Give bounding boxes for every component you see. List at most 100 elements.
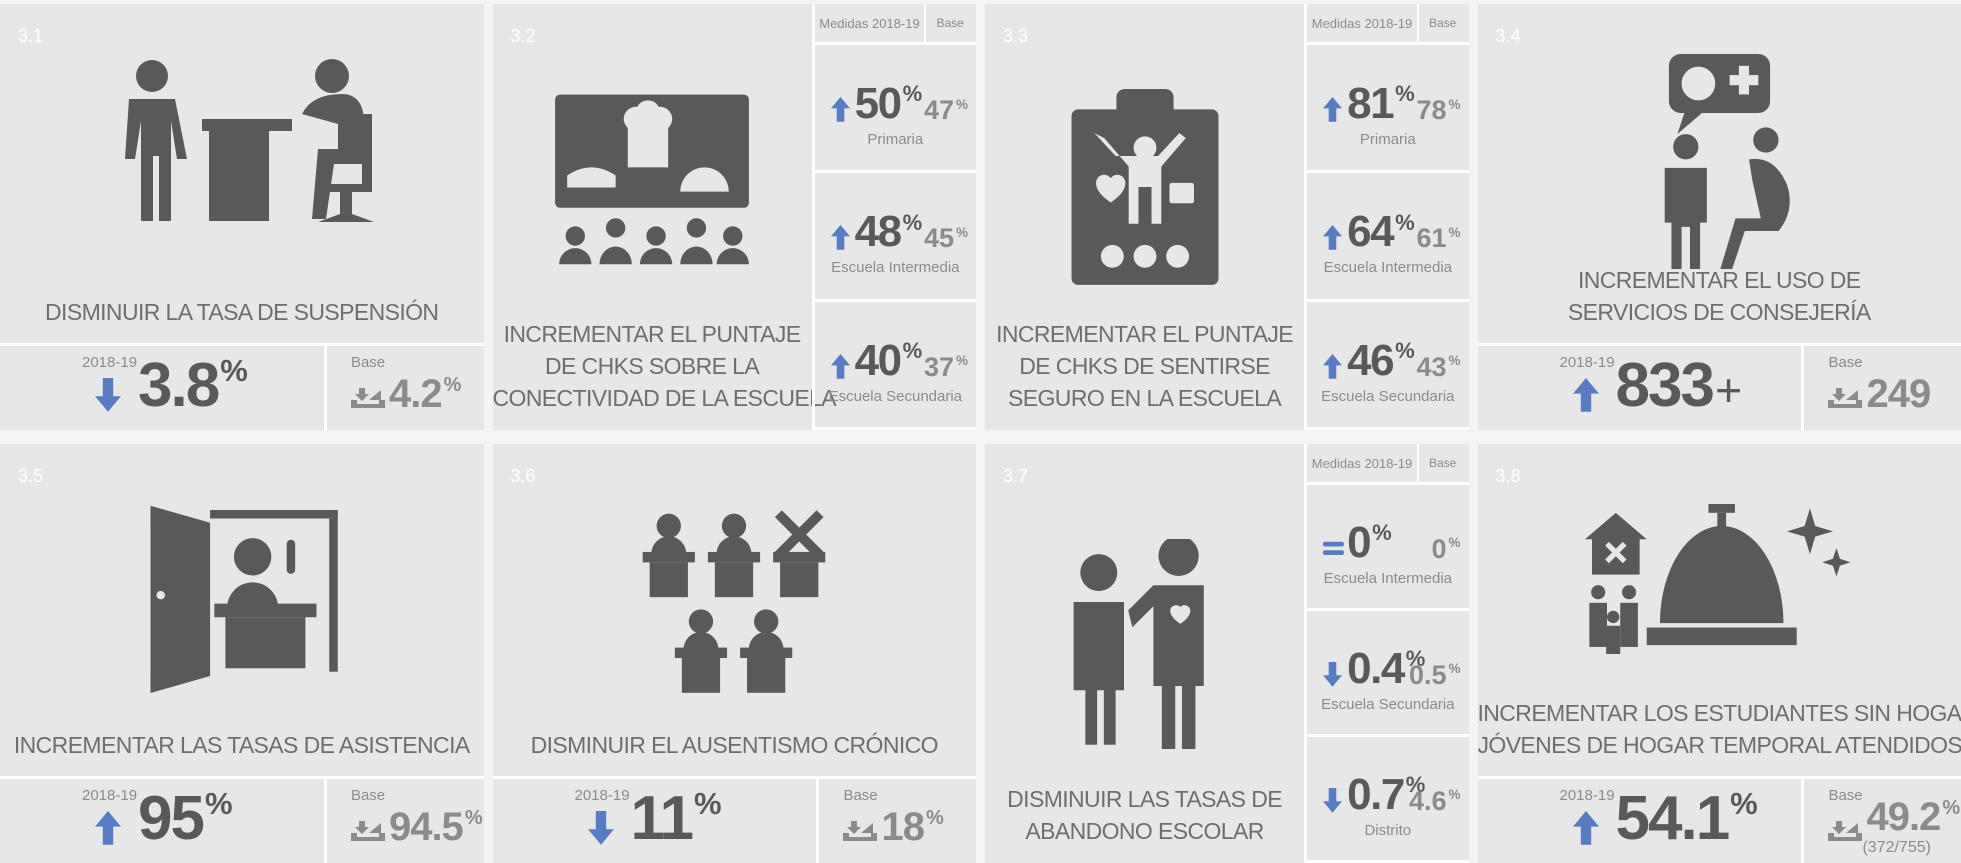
row-value-number: 0.4 (1347, 644, 1405, 693)
trend-arrow (1323, 97, 1343, 122)
row-value-number: 46 (1347, 335, 1394, 385)
measure-row: 48% 45% Escuela Intermedia (814, 173, 976, 302)
measures-panel: Medidas 2018-19 Base 0% 0% Escuela Intermedi… (1304, 444, 1469, 863)
row-base-unit: % (955, 96, 968, 112)
row-level: Escuela Intermedia (831, 259, 960, 277)
row-base: 45% (924, 223, 968, 254)
card-number: 3.5 (18, 466, 44, 486)
trend-arrow-shape (1323, 353, 1343, 379)
current-metric: 2018-19 11% (493, 779, 817, 863)
icon-shape (1585, 504, 1851, 654)
card-title: INCREMENTAR EL USO DE SERVICIOS DE CONSEJ… (1478, 264, 1961, 328)
base-value-number: 4.2 (388, 372, 443, 416)
row-level: Escuela Intermedia (1323, 570, 1453, 587)
row-base-number: 78 (1416, 95, 1447, 126)
current-label: 2018-19 (82, 787, 138, 804)
trend-arrow-shape (830, 97, 850, 122)
row-value-unit: % (902, 338, 923, 363)
card-title: DISMINUIR EL AUSENTISMO CRÓNICO (493, 729, 977, 761)
icon-shape (124, 59, 374, 222)
row-base: 0.5% (1409, 660, 1461, 691)
row-value-number: 81 (1347, 79, 1394, 129)
icon-shape (1664, 54, 1790, 269)
measures-header: Medidas 2018-19 (815, 4, 927, 42)
footer: 2018-19 95% Base 94.5% (0, 776, 484, 863)
row-value: 46% (1347, 336, 1415, 386)
row-base-unit: % (1448, 535, 1461, 551)
icon (555, 94, 749, 265)
icon-shape (150, 505, 338, 693)
title-line: DISMINUIR LA TASA DE SUSPENSIÓN (45, 299, 439, 325)
trend-arrow-shape (830, 353, 850, 379)
measure-row: 0% 0% Escuela Intermedia (1307, 485, 1469, 611)
current-label: 2018-19 (82, 354, 138, 371)
row-value-number: 50 (854, 79, 902, 129)
base-icon-shape (368, 390, 381, 400)
base-icon-shape (354, 388, 369, 401)
icon (150, 505, 338, 693)
card-number: 3.6 (510, 466, 536, 486)
current-value: 95% (138, 783, 233, 854)
icon (124, 59, 374, 222)
trend-arrow (1323, 662, 1343, 687)
card: 3.2 INCREMENTAR EL PUNTAJE DE CHKS SOBRE L… (492, 4, 976, 430)
icon-shape (1071, 89, 1219, 285)
base-value-number: 94.5 (388, 805, 464, 849)
base-icon-shape (847, 821, 862, 834)
base-icon-shape (1846, 823, 1859, 833)
title-line: DISMINUIR LAS TASAS DE (1007, 786, 1282, 812)
title-line: DE CHKS SOBRE LA (545, 353, 760, 379)
title-line: INCREMENTAR EL USO DE (1577, 267, 1861, 293)
footer: 2018-19 3.8% Base 4.2% (0, 343, 484, 430)
icon-shape (643, 510, 826, 693)
trend-arrow-shape (95, 811, 121, 845)
row-value: 40% (855, 336, 923, 386)
base-metric: Base 49.2% (372/755) (1801, 779, 1961, 863)
current-metric: 2018-19 833+ (1478, 346, 1802, 430)
base-icon (843, 821, 878, 841)
row-base-number: 0.5 (1408, 660, 1447, 690)
icon-shape (1071, 89, 1219, 285)
icon (634, 504, 834, 699)
row-value: 0.4% (1347, 644, 1425, 694)
base-value-number: 249 (1866, 372, 1931, 416)
current-metric: 2018-19 95% (0, 779, 324, 863)
card-title: DISMINUIR LAS TASAS DE ABANDONO ESCOLAR (985, 783, 1304, 847)
card-title: INCREMENTAR LAS TASAS DE ASISTENCIA (0, 729, 484, 761)
footer: 2018-19 11% Base 18% (492, 776, 976, 863)
base-icon-shape (1832, 388, 1847, 401)
current-metric: 2018-19 54.1% (1478, 779, 1802, 863)
measure-row: 64% 61% Escuela Intermedia (1307, 173, 1469, 302)
base-value-unit: % (443, 374, 462, 396)
current-value-unit: % (220, 353, 248, 389)
trend-arrow (1323, 788, 1343, 813)
row-base-number: 4.6 (1408, 786, 1447, 816)
measures-header: Medidas 2018-19 (1307, 444, 1419, 482)
trend-arrow-shape (1323, 541, 1345, 547)
row-value-unit: % (1405, 772, 1426, 798)
row-base: 61% (1416, 223, 1460, 254)
trend-arrow-shape (95, 378, 121, 412)
row-base-unit: % (1448, 661, 1461, 677)
card-number: 3.3 (1003, 26, 1029, 46)
card: 3.3 INCREMENTAR EL PUNTAJE DE CHKS DE SENT… (985, 4, 1469, 430)
row-value: 64% (1347, 207, 1415, 257)
row-base: 47% (924, 95, 968, 126)
base-label: Base (350, 787, 386, 804)
current-value: 833+ (1616, 350, 1743, 421)
row-base-number: 47 (923, 95, 954, 126)
title-line: ABANDONO ESCOLAR (1025, 818, 1264, 844)
trend-arrow (95, 378, 121, 412)
row-base-unit: % (955, 353, 968, 369)
current-value-unit: + (1714, 364, 1742, 416)
row-base-unit: % (1448, 224, 1461, 240)
title-line: INCREMENTAR LAS TASAS DE ASISTENCIA (13, 732, 470, 758)
trend-arrow-shape (1323, 97, 1343, 122)
footer: 2018-19 54.1% Base 49.2% (372/755) (1477, 776, 1961, 863)
base-value-unit: % (925, 807, 944, 829)
base-header: Base (1429, 16, 1457, 30)
base-value: 18% (881, 805, 943, 850)
base-icon-shape (368, 823, 381, 833)
